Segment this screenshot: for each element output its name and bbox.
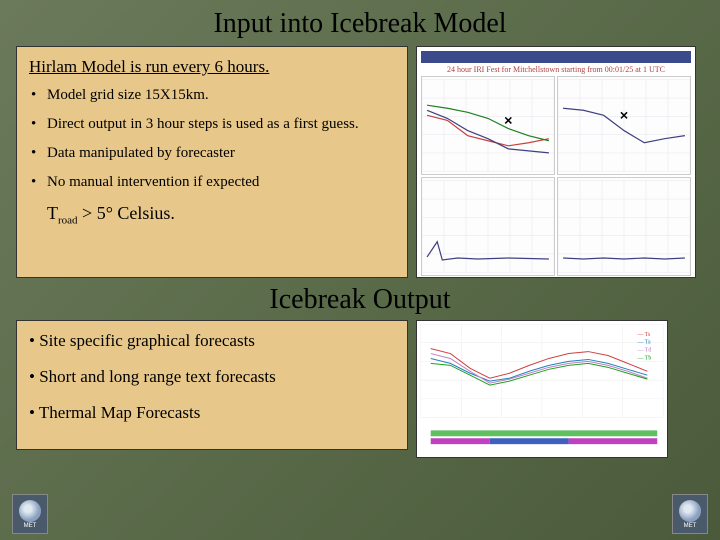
out-graphical: • Site specific graphical forecasts xyxy=(29,331,395,351)
mini-chart-3 xyxy=(421,177,555,276)
mini-chart-1 xyxy=(421,76,555,175)
bullet-no-manual: No manual intervention if expected xyxy=(47,174,395,191)
title-input: Input into Icebreak Model xyxy=(0,0,720,46)
met-logo-left: MET xyxy=(12,494,48,534)
mini-chart-4 xyxy=(557,177,691,276)
output-chart-panel: — Ts — Ta — Td— Tb xyxy=(416,320,668,458)
met-logo-right: MET xyxy=(672,494,708,534)
swirl-icon xyxy=(679,500,701,522)
chart-header-bar xyxy=(421,51,691,63)
out-thermal-map: • Thermal Map Forecasts xyxy=(29,403,395,423)
celsius-threshold: Troad > 5° Celsius. xyxy=(29,203,395,227)
out-text-forecast: • Short and long range text forecasts xyxy=(29,367,395,387)
swirl-icon xyxy=(19,500,41,522)
svg-text:— Tb: — Tb xyxy=(637,355,652,361)
bullet-grid-size: Model grid size 15X15km. xyxy=(47,87,395,104)
forecast-charts-panel: 24 hour IRI Fest for Mitchellstown start… xyxy=(416,46,696,278)
title-output: Icebreak Output xyxy=(0,278,720,320)
chart-subtitle: 24 hour IRI Fest for Mitchellstown start… xyxy=(421,65,691,74)
logo-text: MET xyxy=(684,523,697,529)
section-input: Hirlam Model is run every 6 hours. Model… xyxy=(0,46,720,278)
bullet-forecaster: Data manipulated by forecaster xyxy=(47,145,395,162)
svg-text:— Ts: — Ts xyxy=(637,332,651,338)
hirlam-lead: Hirlam Model is run every 6 hours. xyxy=(29,57,395,77)
output-text-box: • Site specific graphical forecasts • Sh… xyxy=(16,320,408,450)
bullet-output-steps: Direct output in 3 hour steps is used as… xyxy=(47,116,395,133)
input-bullets: Model grid size 15X15km. Direct output i… xyxy=(29,87,395,191)
mini-chart-2 xyxy=(557,76,691,175)
input-text-box: Hirlam Model is run every 6 hours. Model… xyxy=(16,46,408,278)
chart-grid-2x2 xyxy=(421,76,691,276)
section-output: • Site specific graphical forecasts • Sh… xyxy=(0,320,720,458)
svg-text:— Ta: — Ta xyxy=(637,340,651,346)
logo-text: MET xyxy=(24,523,37,529)
svg-text:— Td: — Td xyxy=(637,348,652,354)
